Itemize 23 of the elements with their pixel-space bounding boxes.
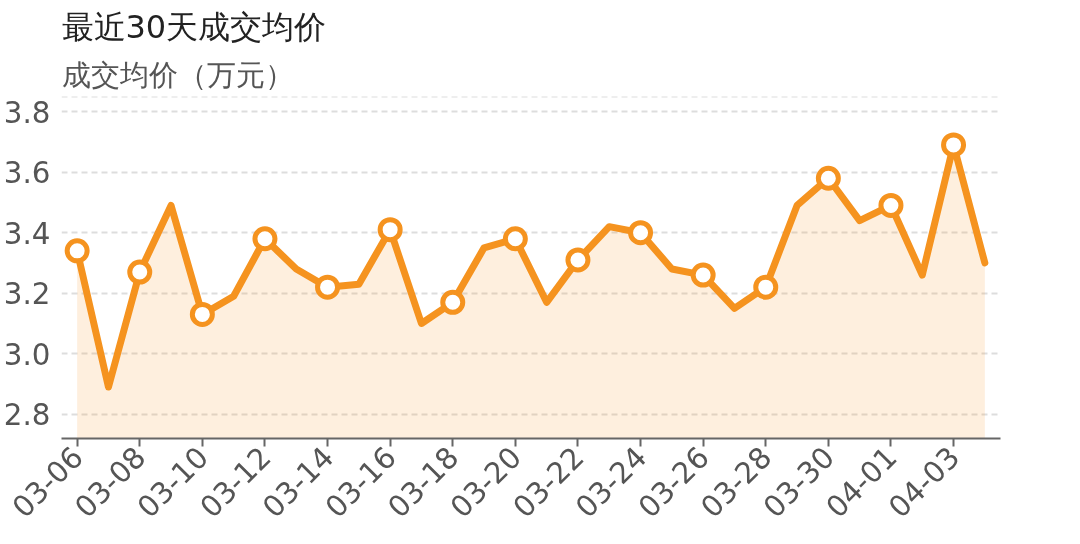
point: [252, 226, 278, 252]
y-tick-label: 3.6: [3, 156, 51, 191]
y-tick-label: 3.0: [3, 337, 51, 372]
y-tick-label: 3.8: [3, 95, 51, 130]
y-axis-title: 成交均价（万元）: [61, 57, 294, 92]
point: [127, 259, 153, 285]
chart-title: 最近30天成交均价: [61, 7, 327, 46]
point: [189, 301, 215, 327]
point: [64, 238, 90, 264]
point: [878, 192, 904, 218]
point: [565, 247, 591, 273]
y-tick-label: 3.4: [3, 216, 51, 251]
point: [941, 132, 967, 158]
point: [690, 262, 716, 288]
point: [753, 274, 779, 300]
point: [628, 220, 654, 246]
y-tick-label: 3.2: [3, 277, 51, 312]
point: [315, 274, 341, 300]
point: [815, 165, 841, 191]
y-tick-label: 2.8: [3, 398, 51, 433]
point: [502, 226, 528, 252]
point: [377, 217, 403, 243]
point: [440, 289, 466, 315]
